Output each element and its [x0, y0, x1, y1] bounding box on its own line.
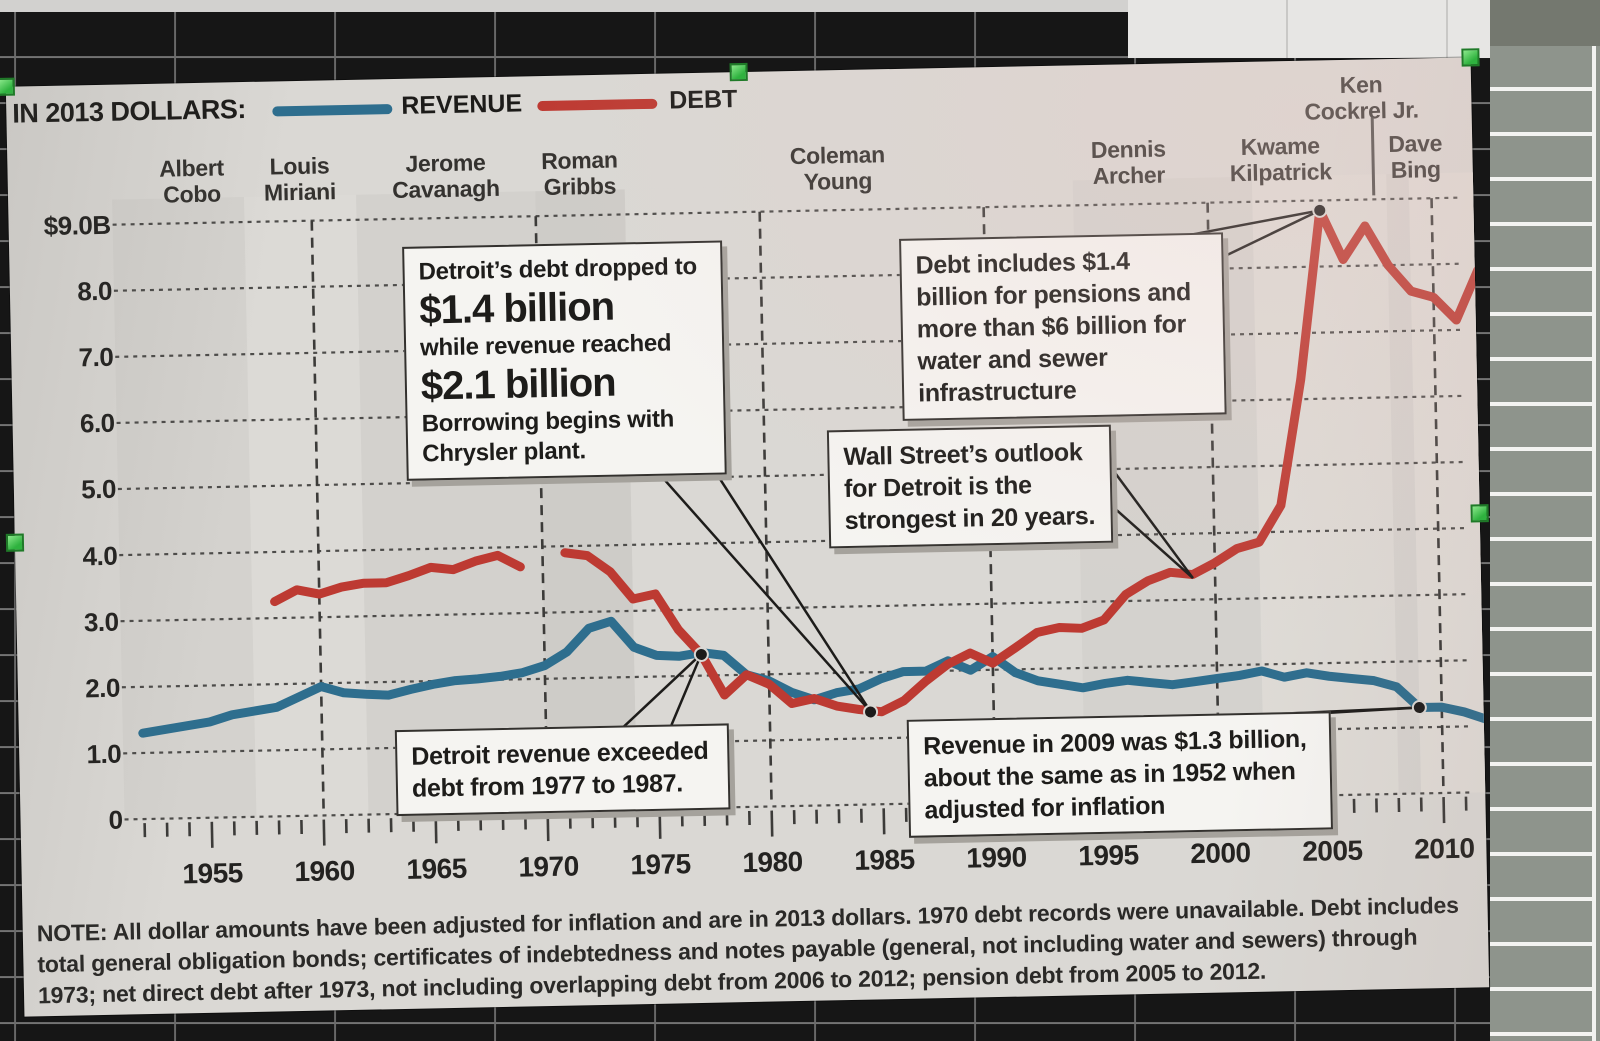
x-axis-tick [658, 812, 662, 839]
debt-line [270, 550, 525, 607]
callout-pointer-line [1107, 501, 1194, 580]
x-axis-label: 1965 [406, 852, 468, 885]
x-axis-tick [882, 808, 886, 835]
x-axis-tick [1442, 797, 1446, 824]
x-axis-label: 2010 [1413, 832, 1475, 865]
y-axis-label: 2.0 [84, 672, 121, 704]
annotation-dot [1312, 202, 1328, 218]
mayor-band [1386, 173, 1422, 794]
mayor-label-cockrel: Ken Cockrel Jr. [1304, 71, 1419, 126]
chart-image-selected[interactable]: IN 2013 DOLLARS: REVENUE DEBT Albert Cob… [0, 48, 1490, 1017]
x-axis-label: 1990 [966, 841, 1027, 874]
x-axis-label: 2005 [1301, 834, 1363, 867]
legend-debt-label: DEBT [668, 85, 738, 115]
y-axis-label: 5.0 [80, 473, 117, 505]
y-axis-label: 4.0 [82, 540, 118, 572]
x-axis-tick [210, 821, 214, 848]
callout-text: Borrowing begins with Chrysler plant. [421, 405, 675, 468]
callout-text: Wall Street’s outlook for Detroit is the… [843, 438, 1096, 536]
annotation-dots [693, 202, 1427, 720]
y-axis-label: 0 [108, 804, 123, 835]
callout-revenue-exceeded: Detroit revenue exceeded debt from 1977 … [394, 723, 731, 817]
callout-text: Detroit’s debt dropped to [418, 252, 698, 286]
y-axis-label: 3.0 [83, 606, 119, 638]
mayor-band [112, 197, 257, 820]
annotation-dot [693, 646, 709, 662]
callout-pointers [621, 209, 1420, 729]
y-axis-label: 7.0 [78, 341, 114, 373]
x-axis-label: 2000 [1189, 836, 1251, 870]
callout-pointer-line [716, 474, 872, 713]
callout-pointer-line [1106, 462, 1194, 579]
mayor-band [1251, 174, 1399, 797]
mayor-band [1408, 171, 1490, 794]
chart-title-legend: IN 2013 DOLLARS: [12, 93, 247, 129]
callout-pointer-line [1188, 209, 1320, 237]
x-axis-label: 1955 [182, 857, 244, 890]
callout-text: Detroit revenue exceeded debt from 1977 … [411, 736, 709, 803]
callout-text: while revenue reached [419, 329, 672, 362]
decade-gridline [1206, 202, 1221, 798]
decade-gridline [758, 211, 773, 807]
callout-pointer-line [669, 653, 703, 728]
callout-debt-includes: Debt includes $1.4 billion for pensions … [899, 232, 1227, 421]
decade-gridline [1430, 198, 1445, 794]
y-axis-label: 8.0 [76, 275, 113, 307]
x-axis-label: 1970 [518, 850, 580, 883]
callout-debt-dropped: Detroit’s debt dropped to $1.4 billion w… [402, 240, 727, 481]
y-axis-label: $9.0B [43, 209, 111, 242]
callout-pointer-line [660, 475, 872, 713]
callout-big-value: $2.1 billion [420, 360, 617, 409]
x-axis-tick [434, 817, 438, 844]
decade-gridline [534, 216, 549, 812]
x-axis-label: 1980 [742, 845, 803, 879]
chart-canvas: IN 2013 DOLLARS: REVENUE DEBT Albert Cob… [5, 57, 1490, 1017]
legend-revenue-label: REVENUE [400, 89, 523, 120]
mayor-band [244, 194, 369, 817]
spreadsheet-gray-cells-header [1490, 0, 1600, 49]
mayor-label-young: Coleman Young [789, 141, 886, 196]
selection-handle-right-middle[interactable] [1470, 504, 1489, 523]
mayor-label-gribbs: Roman Gribbs [540, 146, 618, 201]
callout-pointer-line [1314, 706, 1420, 715]
x-axis-tick [322, 819, 326, 846]
selection-handle-top-left[interactable] [0, 77, 15, 96]
x-axis-label: 1975 [630, 848, 691, 881]
callout-text: Debt includes $1.4 billion for pensions … [915, 247, 1192, 408]
x-axis-label: 1985 [854, 843, 915, 876]
y-axis-label: 1.0 [86, 738, 122, 770]
callout-revenue-2009: Revenue in 2009 was $1.3 billion, about … [906, 711, 1333, 838]
selection-handle-top-center[interactable] [729, 62, 748, 82]
selection-handle-left-middle[interactable] [5, 533, 25, 552]
debt-line [560, 205, 1483, 717]
x-axis-tick [770, 810, 774, 837]
decade-gridline [310, 220, 326, 816]
spreadsheet-gray-cells-right [1490, 46, 1600, 1041]
callout-wall-street: Wall Street’s outlook for Detroit is the… [826, 424, 1114, 549]
y-axis-label: 6.0 [79, 407, 115, 439]
x-axis-tick [546, 815, 550, 842]
selection-handle-top-right[interactable] [1461, 48, 1480, 67]
callout-pointer-line [621, 653, 703, 729]
data-series-lines [138, 205, 1490, 738]
annotation-dot [863, 704, 879, 720]
callout-pointer-line [1215, 209, 1321, 262]
x-axis-label: 1960 [294, 854, 356, 888]
annotation-dot [1411, 700, 1427, 716]
callout-text: Revenue in 2009 was $1.3 billion, about … [922, 724, 1307, 825]
callout-big-value: $1.4 billion [418, 284, 615, 333]
mayor-label-bing: Dave Bing [1388, 129, 1443, 184]
x-axis-label: 1995 [1078, 839, 1139, 872]
